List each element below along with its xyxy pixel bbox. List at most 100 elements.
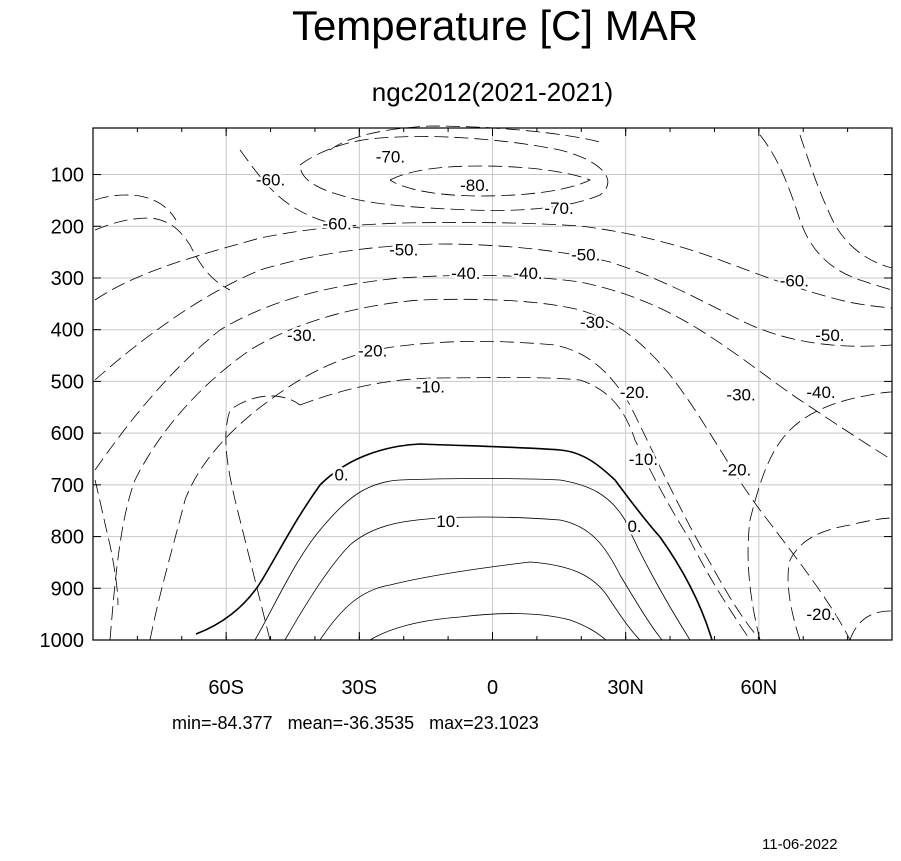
contour-label-halo: -10. (416, 378, 445, 397)
grid-lines (93, 128, 892, 641)
x-tick-label: 60N (740, 677, 777, 699)
contour-label-halo: -10. (629, 450, 658, 469)
contour-label: -40.-40. (511, 261, 545, 285)
contour-label-halo: -60. (780, 272, 809, 291)
contour-label-halo: -40. (513, 264, 542, 283)
contour-label: -30.-30. (577, 310, 611, 334)
contour-label: -70.-70. (373, 145, 407, 169)
contour-label-halo: -20. (358, 341, 387, 360)
contour-label: -50.-50. (387, 238, 421, 262)
contour-line-m50-arctic (747, 391, 893, 641)
contour-line-20 (319, 561, 641, 641)
contour-line-m70 (299, 136, 609, 211)
contour-label: -20.-20. (356, 339, 390, 363)
date-stamp: 11-06-2022 (762, 836, 838, 853)
y-tick-label: 200 (51, 216, 84, 238)
y-tick-label: 100 (51, 165, 84, 187)
contour-label-halo: -50. (389, 241, 418, 260)
contour-line-m10-left (225, 395, 301, 641)
contour-label-text: -60. (322, 215, 351, 234)
x-tick-label: 60S (208, 677, 244, 699)
y-tick-label: 900 (51, 578, 84, 600)
contour-label-text: -80. (460, 176, 489, 195)
contour-label-halo: -20. (722, 460, 751, 479)
contour-label: -30.-30. (284, 323, 318, 347)
contour-label: -30.-30. (724, 383, 758, 407)
x-tick-label: 30N (607, 677, 644, 699)
contour-label-halo: -30. (287, 326, 316, 345)
contour-label-halo: -50. (571, 246, 600, 265)
contour-label: -10.-10. (413, 375, 447, 399)
contour-label-halo: -30. (580, 313, 609, 332)
contour-label: -50.-50. (569, 243, 603, 267)
contour-label-halo: -20. (806, 605, 835, 624)
contour-label: -60.-60. (320, 212, 354, 236)
contour-label: -40.-40. (804, 380, 838, 404)
contour-label-halo: -50. (815, 326, 844, 345)
contour-label-text: 0. (334, 466, 348, 485)
contour-line-20b (369, 613, 607, 641)
contour-line-m10 (299, 377, 751, 641)
contour-label-text: -10. (629, 450, 658, 469)
contour-line-m30 (109, 298, 851, 641)
contour-line-0 (195, 443, 713, 641)
contour-label-text: -40. (513, 264, 542, 283)
contour-label-text: 0. (627, 517, 641, 536)
contour-label-halo: -60. (322, 215, 351, 234)
contour-line-m20 (149, 340, 761, 641)
stats-line: min=-84.377 mean=-36.3535 max=23.1023 (172, 713, 539, 733)
contour-label: -20.-20. (804, 603, 838, 627)
contour-label-halo: 0. (334, 466, 348, 485)
contour-label-text: -30. (726, 385, 755, 404)
y-tick-label: 1000 (40, 630, 85, 652)
contour-label: 10.10. (434, 510, 463, 534)
contour-line-m60 (94, 222, 893, 309)
contour-label-text: 10. (436, 512, 460, 531)
contour-label-halo: -40. (451, 264, 480, 283)
contour-line-m40-arctic (787, 517, 893, 641)
contour-label-text: -60. (780, 272, 809, 291)
y-tick-label: 400 (51, 320, 84, 342)
contour-label-halo: -40. (806, 383, 835, 402)
contour-label-text: -70. (544, 199, 573, 218)
chart-title: Temperature [C] MAR (291, 2, 699, 49)
contour-label-text: -20. (806, 605, 835, 624)
contour-label: 0.0. (625, 515, 644, 539)
y-tick-label: 800 (51, 527, 84, 549)
contour-label-halo: -70. (544, 199, 573, 218)
contour-label: 0.0. (332, 463, 351, 487)
contour-label-text: -20. (358, 341, 387, 360)
contour-line-surface-south (94, 479, 119, 606)
contour-label-halo: 10. (436, 512, 460, 531)
contour-label: -20.-20. (617, 380, 651, 404)
contour-lines (94, 125, 893, 641)
contour-label-halo: -80. (460, 176, 489, 195)
contour-line-10 (254, 478, 691, 641)
contour-label-halo: 0. (627, 517, 641, 536)
contour-label-text: -30. (580, 313, 609, 332)
contour-label-text: -30. (287, 326, 316, 345)
contour-line-m50 (94, 243, 893, 381)
contour-label-halo: -30. (726, 385, 755, 404)
contour-label-text: -20. (722, 460, 751, 479)
contour-label-text: -60. (256, 171, 285, 190)
contour-label-text: -70. (376, 147, 405, 166)
contour-label-halo: -20. (620, 383, 649, 402)
contour-line-polar-north2 (799, 134, 893, 269)
contour-line-m60-polar (239, 149, 361, 229)
contour-line-m40 (94, 274, 893, 471)
contour-label-text: -40. (806, 383, 835, 402)
contour-label: -60.-60. (777, 269, 811, 293)
contour-line-m70-top (329, 125, 601, 151)
contour-line-10b (284, 516, 663, 641)
contour-label: -50.-50. (813, 323, 847, 347)
contour-labels: -70.-70.-80.-80.-70.-70.-60.-60.-60.-60.… (253, 145, 847, 627)
contour-label: -70.-70. (542, 197, 576, 221)
axis-ticks: 60S 30S 0 30N 60N 100 200 300 400 500 600 700 800 900… (40, 128, 892, 699)
contour-label-text: -50. (389, 241, 418, 260)
y-tick-label: 500 (51, 371, 84, 393)
contour-label-text: -50. (815, 326, 844, 345)
y-tick-label: 600 (51, 423, 84, 445)
y-tick-label: 300 (51, 268, 84, 290)
